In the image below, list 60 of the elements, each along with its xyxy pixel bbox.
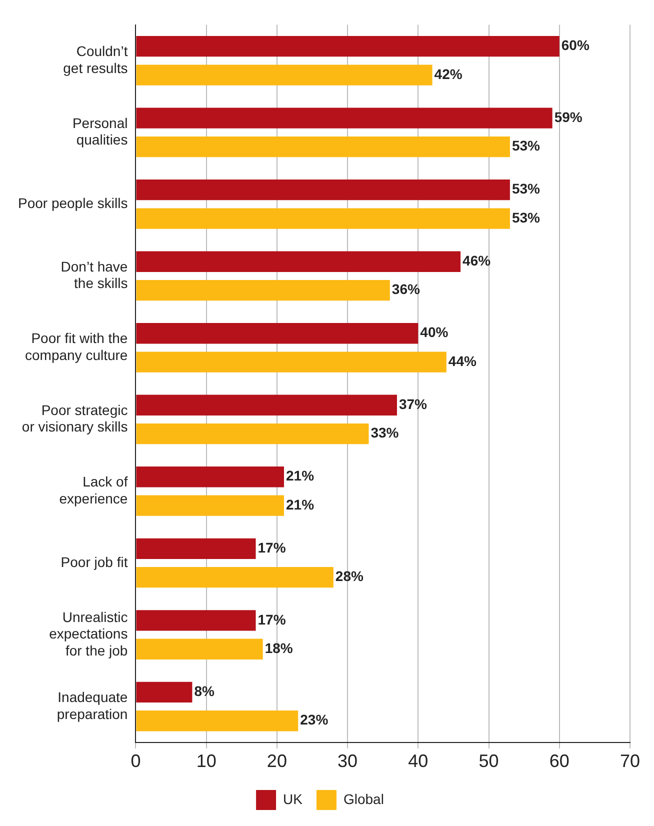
y-tick-label: Personal qualities: [72, 114, 128, 148]
x-tick-label: 20: [266, 751, 287, 772]
legend-label: UK: [283, 790, 304, 807]
x-tick-label: 60: [549, 751, 570, 772]
text: 37%: [398, 396, 428, 412]
text: 42%: [434, 66, 462, 82]
bar: [136, 538, 256, 559]
text: 8%: [194, 683, 214, 700]
x-tick-label: 70: [620, 751, 640, 772]
bar: [136, 36, 560, 57]
x-tick-label: 40: [408, 751, 428, 772]
y-tick-label: Inadequate preparation: [56, 688, 128, 722]
bar: [136, 251, 461, 272]
y-tick-label: Couldn’t get results: [63, 43, 128, 76]
text: 59%: [554, 108, 582, 125]
y-tick-label: Unrealistic expectations for the job: [49, 608, 128, 658]
text: 46%: [462, 252, 491, 268]
x-tick-label: 50: [478, 751, 499, 772]
text: 40%: [420, 324, 448, 340]
legend-label: Global: [343, 790, 384, 807]
text: 18%: [264, 640, 293, 656]
bar: [136, 495, 284, 516]
y-tick-label: Poor job fit: [60, 554, 128, 570]
y-tick-label: Lack of experience: [59, 474, 128, 506]
bar: [136, 108, 552, 128]
bar: [136, 682, 192, 702]
bar: [136, 710, 298, 732]
x-tick-label: 30: [338, 751, 358, 772]
text: 21%: [286, 468, 314, 484]
text: 60%: [561, 37, 590, 54]
y-tick-label: Poor fit with the company culture: [25, 330, 128, 363]
x-tick-label: 10: [196, 751, 216, 772]
text: 17%: [258, 540, 286, 556]
bar: [136, 394, 397, 416]
bar: [136, 567, 334, 588]
text: 53%: [512, 138, 540, 154]
y-tick-label: Don’t have the skills: [60, 258, 128, 292]
bar: [136, 323, 418, 344]
bar: [136, 352, 446, 372]
text: 53%: [512, 180, 540, 197]
y-tick-label: Poor people skills: [18, 195, 128, 212]
bar: [136, 280, 390, 301]
text: 44%: [448, 352, 476, 369]
text: 28%: [335, 568, 364, 584]
bar: [136, 136, 510, 158]
bar: [136, 64, 432, 86]
bar: [136, 638, 263, 660]
bar: [136, 208, 510, 229]
text: 53%: [512, 209, 540, 226]
text: 23%: [300, 712, 328, 728]
x-tick-label: 0: [130, 751, 141, 772]
y-tick-label: Poor strategic or visionary skills: [22, 402, 128, 435]
text: 21%: [286, 496, 314, 512]
text: 36%: [392, 281, 420, 298]
text: 33%: [370, 424, 399, 441]
text: 17%: [258, 611, 286, 628]
bar: [136, 466, 284, 488]
bar: [136, 424, 369, 444]
bar: [136, 610, 256, 631]
bar: [136, 180, 510, 200]
